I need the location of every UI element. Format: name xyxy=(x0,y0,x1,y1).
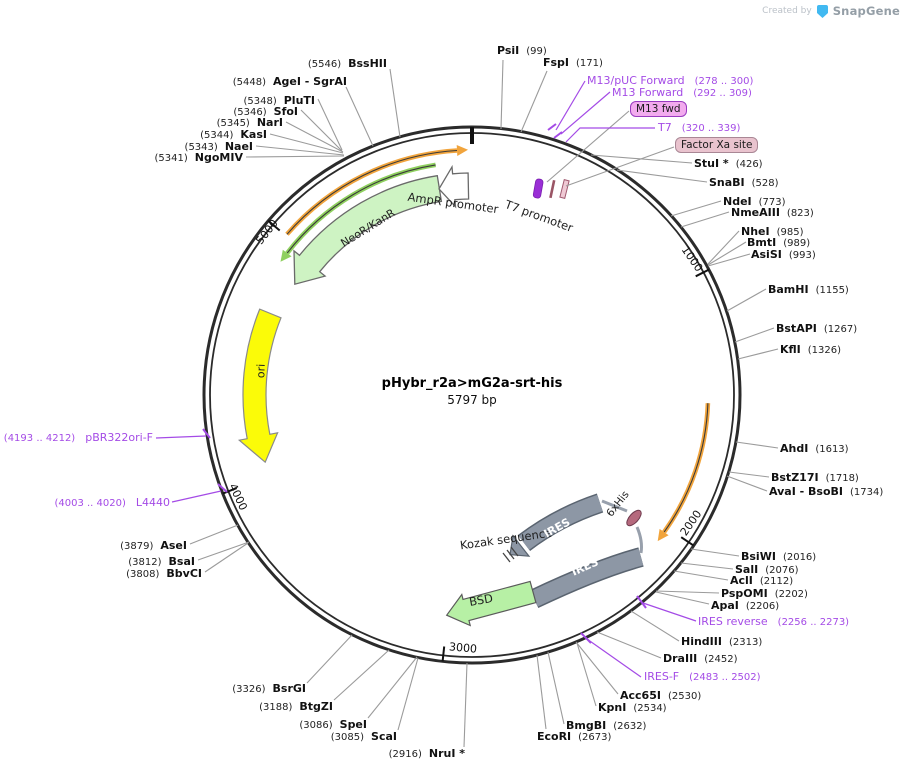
ring-ticks xyxy=(222,127,710,662)
site-label-nmeaiii: NmeAIII (823) xyxy=(731,206,814,219)
site-label-psii: PsiI (99) xyxy=(497,44,547,57)
tick-label-3000: 3000 xyxy=(448,640,478,656)
site-label-bsai: (3812) BsaI xyxy=(128,555,195,568)
site-label-acc65i: Acc65I (2530) xyxy=(620,689,702,702)
snapgene-logo-icon xyxy=(816,4,828,18)
feature-arrow-bsd[interactable] xyxy=(445,580,537,627)
plasmid-name: pHybr_r2a>mG2a-srt-his xyxy=(381,376,563,391)
primer-label-m13-forward: M13 Forward (292 .. 309) xyxy=(612,86,752,99)
cds-arc-neor[interactable] xyxy=(280,162,436,262)
arrowhead xyxy=(280,249,292,262)
site-label-bmgbi: BmgBI (2632) xyxy=(566,719,647,732)
site-label-hindiii: HindIII (2313) xyxy=(681,635,763,648)
site-label-ahdi: AhdI (1613) xyxy=(780,442,849,455)
created-by-text: Created by xyxy=(762,6,812,16)
boxed-label-m13-fwd: M13 fwd xyxy=(630,101,687,117)
site-label-kpni: KpnI (2534) xyxy=(598,701,667,714)
primer-ring-marks xyxy=(202,123,647,644)
site-label-ecori: EcoRI (2673) xyxy=(537,730,612,743)
primer-label-pbr322ori-f: (4193 .. 4212) pBR322ori-F xyxy=(3,431,153,444)
feature-arrow-ires-lower[interactable] xyxy=(529,547,644,609)
site-label-stui: StuI * (426) xyxy=(694,157,763,170)
site-label-asei: (3879) AseI xyxy=(120,539,187,552)
t7-promoter-glyph[interactable] xyxy=(532,178,544,199)
orf-arc-upper-left[interactable] xyxy=(285,145,468,236)
site-label-bsiwi: BsiWI (2016) xyxy=(741,550,817,563)
primer-label-ires-f: IRES-F (2483 .. 2502) xyxy=(644,670,761,683)
site-label-bamhi: BamHI (1155) xyxy=(768,283,849,296)
snapgene-brand-text: SnapGene xyxy=(832,4,900,18)
site-label-pspomi: PspOMI (2202) xyxy=(721,587,808,600)
site-label-naei: (5343) NaeI xyxy=(184,140,253,153)
site-label-pluti: (5348) PluTI xyxy=(243,94,315,107)
site-label-bsrgi: (3326) BsrGI xyxy=(232,682,306,695)
site-label-nrui: (2916) NruI * xyxy=(388,747,465,760)
site-label-avai-bsobi: AvaI - BsoBI (1734) xyxy=(769,485,884,498)
primer-label-t7: T7 (320 .. 339) xyxy=(658,121,741,134)
site-label-sfoi: (5346) SfoI xyxy=(233,105,298,118)
feature-arrow-ampr-promoter[interactable] xyxy=(438,164,470,209)
site-label-asisi: AsiSI (993) xyxy=(751,248,816,261)
site-label-bsshii: (5546) BssHII xyxy=(307,57,387,70)
site-label-nhei: NheI (985) xyxy=(741,225,804,238)
site-label-draiii: DraIII (2452) xyxy=(663,652,738,665)
snapgene-watermark: Created by SnapGene xyxy=(762,4,900,18)
site-label-btgzi: (3188) BtgZI xyxy=(259,700,333,713)
orf-arc-right[interactable] xyxy=(657,403,711,542)
ires-connector-1 xyxy=(601,499,628,513)
site-label-bmti: BmtI (989) xyxy=(747,236,811,249)
site-label-spei: (3086) SpeI xyxy=(299,718,367,731)
site-label-nari: (5345) NarI xyxy=(216,116,283,129)
feature-label-ori: ori xyxy=(254,363,268,379)
primer-label-l4440: (4003 .. 4020) L4440 xyxy=(54,496,170,509)
kozak-ticks xyxy=(502,546,519,563)
site-label-fspi: FspI (171) xyxy=(543,56,603,69)
primer-label-ires-reverse: IRES reverse (2256 .. 2273) xyxy=(698,615,850,628)
primer-leader-lines xyxy=(155,80,697,678)
site-label-bstz17i: BstZ17I (1718) xyxy=(771,471,859,484)
primer-label-m13-puc-forward: M13/pUC Forward (278 .. 300) xyxy=(587,74,754,87)
arrowhead xyxy=(456,145,468,156)
ires-connector-2 xyxy=(635,526,643,554)
plasmid-title-block: pHybr_r2a>mG2a-srt-his 5797 bp xyxy=(322,376,622,407)
site-label-bstapi: BstAPI (1267) xyxy=(776,322,858,335)
site-label-kasi: (5344) KasI xyxy=(200,128,267,141)
feature-marker-6xhis[interactable] xyxy=(624,508,643,528)
site-label-apai: ApaI (2206) xyxy=(711,599,780,612)
site-label-acli: AclI (2112) xyxy=(730,574,794,587)
leader-lines xyxy=(189,59,779,748)
site-label-ndei: NdeI (773) xyxy=(723,195,786,208)
feature-arrow-neor-kanr[interactable] xyxy=(293,174,443,286)
boxed-label-factor-xa-site: Factor Xa site xyxy=(675,137,759,153)
site-label-kfli: KflI (1326) xyxy=(780,343,842,356)
feature-arrow-ori[interactable] xyxy=(237,308,282,464)
plasmid-size: 5797 bp xyxy=(447,393,497,407)
factor-xa-site-glyph[interactable] xyxy=(559,179,570,199)
m13-fwd-primer-glyph[interactable] xyxy=(549,179,556,199)
arrowhead xyxy=(657,528,669,542)
site-label-sali: SalI (2076) xyxy=(735,563,799,576)
site-label-scai: (3085) ScaI xyxy=(330,730,397,743)
site-label-bbvci: (3808) BbvCI xyxy=(126,567,202,580)
site-label-agei-sgrai: (5448) AgeI - SgrAI xyxy=(232,75,347,88)
site-label-ngomiv: (5341) NgoMIV xyxy=(154,151,243,164)
site-label-snabi: SnaBI (528) xyxy=(709,176,779,189)
